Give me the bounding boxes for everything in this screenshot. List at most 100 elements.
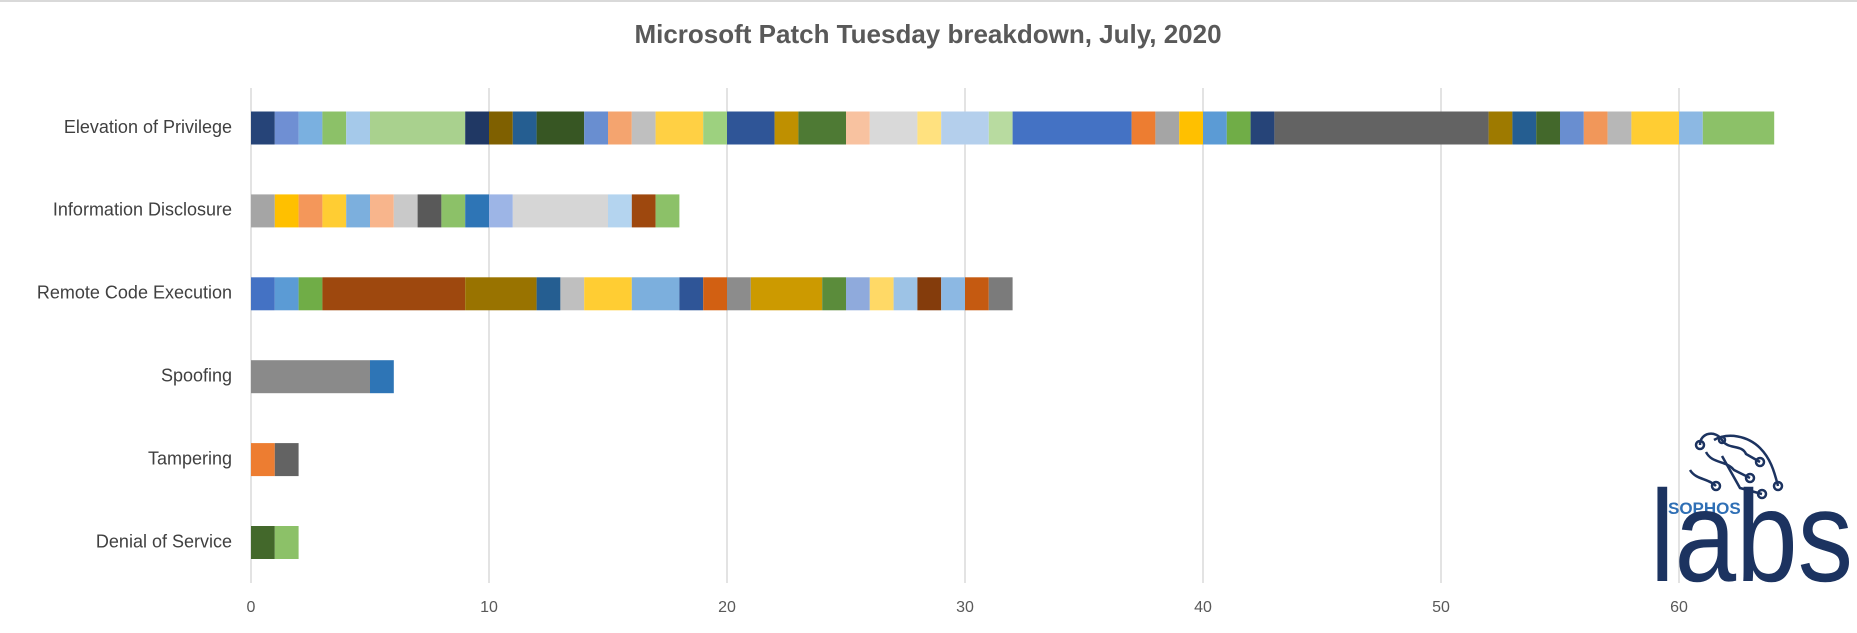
bar-segment xyxy=(560,277,585,311)
bar-segment xyxy=(727,277,751,311)
bar-segment xyxy=(489,194,513,228)
y-tick-label: Tampering xyxy=(148,448,232,468)
bar-segment xyxy=(1702,111,1775,145)
bar-segment xyxy=(965,277,989,311)
bar-segment xyxy=(988,277,1013,311)
bar-segment xyxy=(1155,111,1180,145)
y-tick-label: Information Disclosure xyxy=(53,200,232,220)
bar-segment xyxy=(251,194,275,228)
bar-segment xyxy=(1179,111,1203,145)
x-tick-label: 60 xyxy=(1670,599,1688,616)
bar-segment xyxy=(941,111,989,145)
bar-segment xyxy=(251,443,275,477)
bar-segment xyxy=(274,526,299,559)
bar-segment xyxy=(441,194,466,228)
x-tick-label: 50 xyxy=(1432,599,1450,616)
chart-title: Microsoft Patch Tuesday breakdown, July,… xyxy=(634,19,1221,49)
bar-segment xyxy=(1631,111,1679,145)
bar-segment xyxy=(631,194,656,228)
bar-segment xyxy=(298,111,323,145)
bar-segment xyxy=(251,111,275,145)
bar-segment xyxy=(346,111,370,145)
bar-segment xyxy=(465,194,489,228)
bar-segment xyxy=(465,111,489,145)
bar-segment xyxy=(703,277,727,311)
logo-brand: SOPHOS xyxy=(1668,499,1741,518)
bar-segment xyxy=(1131,111,1156,145)
bar-segment xyxy=(631,277,680,311)
bar-segment xyxy=(251,526,275,559)
bar-segment xyxy=(1679,111,1703,145)
bar-segment xyxy=(679,277,704,311)
bar-segment xyxy=(274,277,299,311)
bar-segment xyxy=(417,194,442,228)
bar-segment xyxy=(512,194,608,228)
logo: SOPHOS labs xyxy=(1650,432,1853,609)
bar-segment xyxy=(1607,111,1632,145)
logo-name: labs xyxy=(1650,463,1853,609)
bar-segment xyxy=(655,194,680,228)
bar-segment xyxy=(536,111,585,145)
bar-segment xyxy=(1512,111,1537,145)
bar-segment xyxy=(893,277,918,311)
bar-segment xyxy=(298,194,323,228)
bar-segment xyxy=(774,111,799,145)
x-tick-label: 40 xyxy=(1194,599,1212,616)
y-tick-label: Spoofing xyxy=(161,365,232,385)
bar-segment xyxy=(370,111,466,145)
bar-segment xyxy=(608,194,632,228)
x-tick-label: 10 xyxy=(480,599,498,616)
bar-segment xyxy=(536,277,561,311)
bar-segment xyxy=(869,277,894,311)
bar-segment xyxy=(584,277,632,311)
bar-segment xyxy=(846,111,870,145)
bar-segment xyxy=(370,194,394,228)
bar-segment xyxy=(322,277,466,311)
bar-segment xyxy=(298,277,323,311)
bar-segment xyxy=(1560,111,1584,145)
bar-segment xyxy=(703,111,727,145)
bar-segment xyxy=(1488,111,1513,145)
logo-circuit xyxy=(1688,432,1784,500)
x-tick-label: 0 xyxy=(247,599,256,616)
bar-segment xyxy=(846,277,870,311)
bar-segment xyxy=(988,111,1013,145)
bar-segment xyxy=(251,360,370,394)
y-tick-label: Remote Code Execution xyxy=(37,283,232,303)
bar-segment xyxy=(1583,111,1608,145)
x-tick-label: 30 xyxy=(956,599,974,616)
bar-segment xyxy=(322,111,347,145)
y-tick-label: Denial of Service xyxy=(96,531,232,551)
bar-segment xyxy=(1274,111,1489,145)
bar-segment xyxy=(274,194,299,228)
bar-segment xyxy=(346,194,370,228)
bar-segment xyxy=(1536,111,1560,145)
bar-segment xyxy=(1226,111,1251,145)
bar-segment xyxy=(631,111,656,145)
bar-segment xyxy=(512,111,537,145)
bar-segment xyxy=(274,443,299,477)
bar-segment xyxy=(393,194,418,228)
bar-segment xyxy=(750,277,823,311)
bar-segment xyxy=(1203,111,1227,145)
bar-segment xyxy=(941,277,965,311)
bar-segment xyxy=(727,111,775,145)
bar-segment xyxy=(274,111,299,145)
bar-segment xyxy=(370,360,394,394)
bar-segment xyxy=(869,111,918,145)
bar-segment xyxy=(489,111,513,145)
bar-segment xyxy=(822,277,846,311)
bar-segment xyxy=(584,111,608,145)
bar-segment xyxy=(608,111,632,145)
x-tick-label: 20 xyxy=(718,599,736,616)
plot-area: 0 10 20 30 40 50 60 Elevation of Privilege Infor… xyxy=(37,88,1775,616)
bar-segment xyxy=(1012,111,1132,145)
bar-segment xyxy=(1250,111,1275,145)
bar-segment xyxy=(465,277,537,311)
bar-segment xyxy=(917,277,942,311)
y-tick-label: Elevation of Privilege xyxy=(64,117,232,137)
bar-segment xyxy=(322,194,347,228)
bar-segment xyxy=(251,277,275,311)
bar-segment xyxy=(655,111,704,145)
